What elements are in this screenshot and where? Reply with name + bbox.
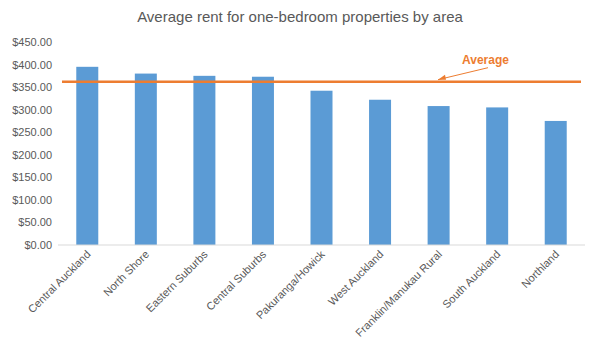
average-line xyxy=(62,80,581,83)
x-tick-label: Central Auckland xyxy=(25,248,92,315)
x-tick-label: Central Suburbs xyxy=(204,248,269,313)
bar xyxy=(486,107,508,245)
x-tick-label: Pakuranga/Howick xyxy=(254,248,328,322)
bar xyxy=(193,76,215,245)
y-tick-label: $350.00 xyxy=(12,81,52,93)
x-axis xyxy=(58,245,585,246)
bar xyxy=(76,67,98,245)
bar xyxy=(428,106,450,245)
y-tick-label: $50.00 xyxy=(18,216,52,228)
x-tick-label: Franklin/Manukau Rural xyxy=(353,248,444,339)
bar xyxy=(252,77,274,245)
x-tick-label: West Auckland xyxy=(326,248,386,308)
bar xyxy=(135,74,157,245)
chart-container: Average rent for one-bedroom properties … xyxy=(0,0,600,344)
y-tick-label: $400.00 xyxy=(12,59,52,71)
plot-area xyxy=(62,67,581,245)
arrow-head xyxy=(438,75,446,80)
y-tick-label: $250.00 xyxy=(12,126,52,138)
y-tick-label: $150.00 xyxy=(12,171,52,183)
y-tick-label: $0.00 xyxy=(24,239,52,251)
bar xyxy=(545,121,567,245)
annotation-arrow xyxy=(438,68,488,80)
y-tick-label: $100.00 xyxy=(12,194,52,206)
y-tick-label: $450.00 xyxy=(12,36,52,48)
y-tick-label: $300.00 xyxy=(12,104,52,116)
x-tick-label: North Shore xyxy=(101,248,151,298)
x-tick-label: South Auckland xyxy=(440,248,503,311)
y-tick-label: $200.00 xyxy=(12,149,52,161)
x-tick-label: Eastern Suburbs xyxy=(143,248,210,315)
annotation: Average xyxy=(462,53,509,67)
title: Average rent for one-bedroom properties … xyxy=(137,8,463,25)
chart-svg: Average rent for one-bedroom properties … xyxy=(0,0,600,344)
x-tick-label: Northland xyxy=(519,248,561,290)
bar xyxy=(311,91,333,245)
bar xyxy=(369,100,391,245)
